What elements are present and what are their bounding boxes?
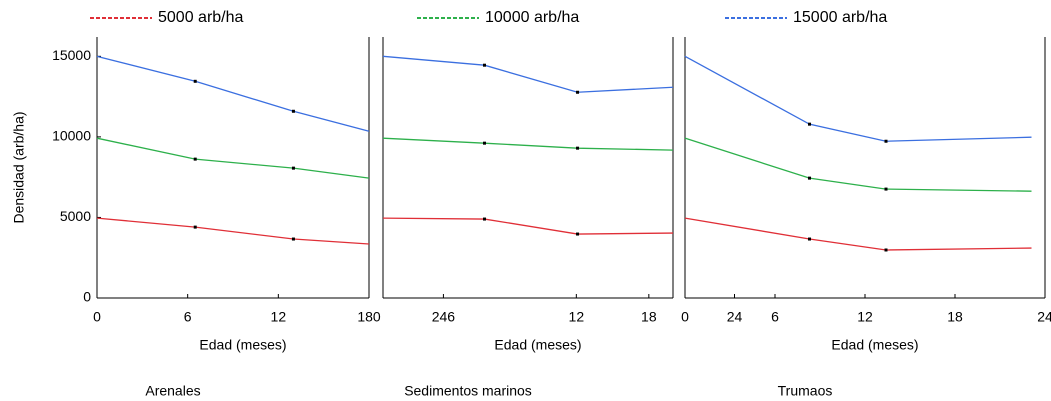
point-marker <box>193 79 197 83</box>
point-marker <box>808 176 811 180</box>
series-line <box>382 217 674 235</box>
series-line <box>684 137 1032 192</box>
x-tick-label: 180 <box>357 309 381 325</box>
x-tick-label: 246 <box>432 309 456 325</box>
point-marker <box>291 237 295 241</box>
y-axis-label: Densidad (arb/ha) <box>11 111 27 223</box>
x-tick-label: 18 <box>641 309 657 325</box>
point-marker <box>576 146 580 150</box>
series-line <box>96 55 370 132</box>
x-tick-label: 12 <box>569 309 585 325</box>
panel-title: Arenales <box>145 383 200 399</box>
point-marker <box>808 122 811 126</box>
x-tick-label: 6 <box>184 309 192 325</box>
series-line <box>382 137 674 151</box>
x-axis-label: Edad (meses) <box>831 337 918 353</box>
x-tick-label: 0 <box>93 309 101 325</box>
series-line <box>684 217 1032 251</box>
point-marker <box>808 237 811 241</box>
y-tick-label: 5000 <box>60 208 91 224</box>
legend-label: 10000 arb/ha <box>485 9 579 26</box>
y-tick-label: 10000 <box>52 128 91 144</box>
point-marker <box>483 141 486 145</box>
legend-label: 15000 arb/ha <box>793 9 887 26</box>
y-tick-label: 0 <box>83 289 91 305</box>
legend-label: 5000 arb/ha <box>158 9 244 26</box>
point-marker <box>291 109 295 113</box>
x-axis-label: Edad (meses) <box>494 337 581 353</box>
series-line <box>382 55 674 93</box>
x-tick-label: 18 <box>947 309 963 325</box>
point-marker <box>576 90 580 94</box>
panel-title: Sedimentos marinos <box>404 383 532 399</box>
x-tick-label: 12 <box>271 309 287 325</box>
series-line <box>684 55 1032 142</box>
point-marker <box>483 63 486 67</box>
series-line <box>96 217 370 245</box>
point-marker <box>884 139 888 143</box>
x-tick-label: 0 <box>681 309 689 325</box>
x-axis-label: Edad (meses) <box>199 337 286 353</box>
y-tick-label: 15000 <box>52 47 91 63</box>
panel-title: Trumaos <box>778 383 833 399</box>
point-marker <box>193 157 197 161</box>
point-marker <box>193 225 197 229</box>
x-tick-label: 6 <box>771 309 779 325</box>
point-marker <box>884 187 888 191</box>
point-marker <box>483 217 486 221</box>
x-tick-label: 24 <box>1037 309 1051 325</box>
point-marker <box>291 166 295 170</box>
x-tick-label: 24 <box>727 309 743 325</box>
series-line <box>96 137 370 179</box>
point-marker <box>884 248 888 252</box>
point-marker <box>576 232 580 236</box>
x-tick-label: 12 <box>857 309 873 325</box>
